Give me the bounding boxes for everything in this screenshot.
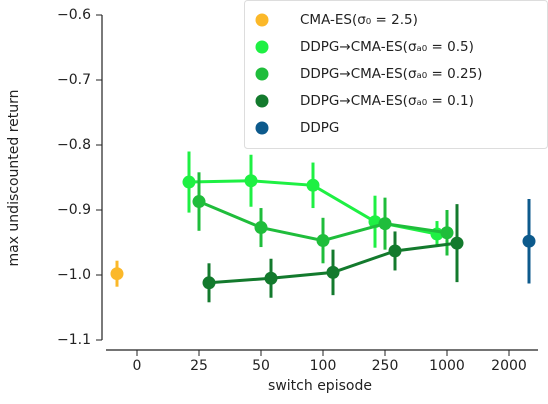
legend-label: DDPG→CMA-ES(σₐ₀ = 0.1): [300, 93, 474, 109]
point: [326, 265, 340, 279]
legend-marker: [255, 67, 269, 81]
point: [440, 226, 454, 240]
point: [244, 174, 258, 188]
point: [254, 221, 268, 235]
point: [264, 271, 278, 285]
point: [306, 178, 320, 192]
x-tick-label: 50: [252, 358, 270, 374]
legend-marker: [255, 40, 269, 54]
point: [450, 236, 464, 250]
y-tick-label: −0.6: [57, 7, 91, 23]
legend-marker: [255, 94, 269, 108]
x-tick-label: 2000: [491, 358, 527, 374]
point: [202, 276, 216, 290]
legend-label: DDPG: [300, 120, 339, 136]
y-tick-label: −1.0: [57, 267, 91, 283]
point: [192, 195, 206, 209]
legend: CMA-ES(σ₀ = 2.5) DDPG→CMA-ES(σₐ₀ = 0.5) DD…: [244, 0, 548, 149]
x-tick-label: 1000: [429, 358, 465, 374]
point: [110, 267, 124, 281]
legend-marker: [255, 13, 269, 27]
point: [316, 234, 330, 248]
x-tick-label: 0: [133, 358, 142, 374]
y-tick-label: −0.7: [57, 72, 91, 88]
y-axis-label: max undiscounted return: [6, 89, 22, 266]
y-tick-label: −0.8: [57, 137, 91, 153]
legend-marker: [255, 121, 269, 135]
y-tick-label: −0.9: [57, 202, 91, 218]
point: [388, 244, 402, 258]
y-tick-label: −1.1: [57, 332, 91, 348]
point: [522, 234, 536, 248]
x-tick-label: 25: [190, 358, 208, 374]
x-tick-label: 250: [372, 358, 399, 374]
x-axis-label: switch episode: [268, 378, 372, 394]
legend-label: DDPG→CMA-ES(σₐ₀ = 0.5): [300, 39, 474, 55]
point: [182, 175, 196, 189]
legend-label: DDPG→CMA-ES(σₐ₀ = 0.25): [300, 66, 482, 82]
x-tick-label: 100: [310, 358, 337, 374]
point: [378, 217, 392, 231]
legend-label: CMA-ES(σ₀ = 2.5): [300, 12, 418, 28]
